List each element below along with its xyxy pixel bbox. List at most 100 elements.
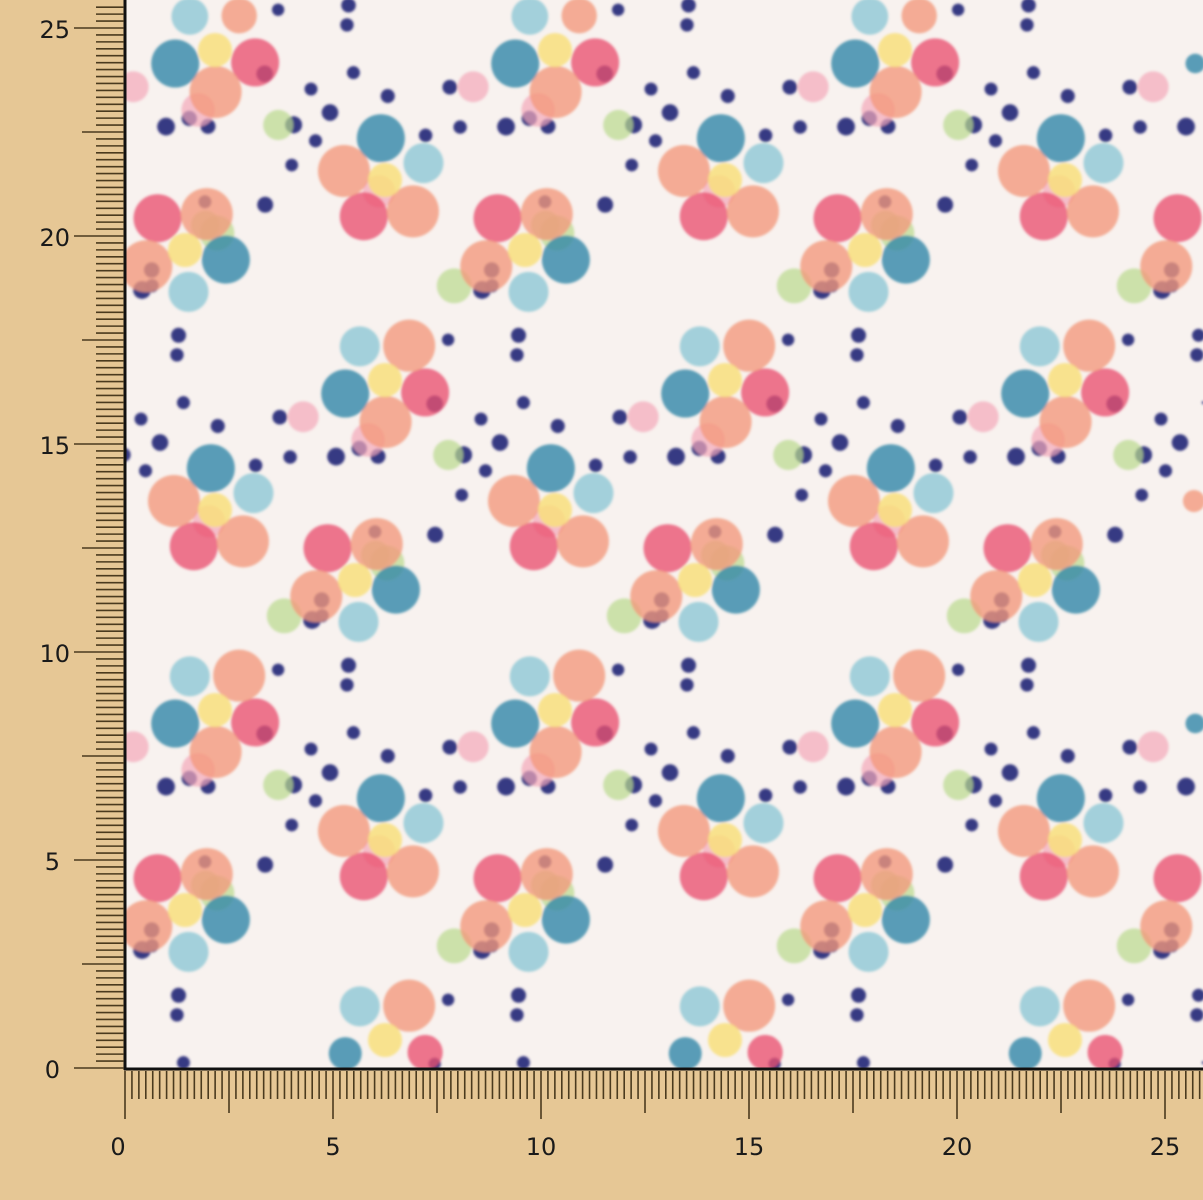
y-label: 10	[39, 640, 70, 668]
polka-dot	[1107, 526, 1124, 543]
petal-blot	[125, 240, 173, 293]
polka-dot	[1098, 788, 1113, 803]
petal-blot	[213, 649, 266, 702]
petal-blot	[1001, 369, 1050, 418]
polka-dot	[951, 3, 965, 16]
polka-dot	[989, 134, 1003, 148]
petal-blot	[168, 931, 209, 972]
pattern-tile	[170, 987, 190, 1068]
petal-blot	[678, 601, 719, 642]
pattern-tile	[457, 0, 812, 312]
polka-dot	[1121, 993, 1135, 1006]
polka-dot	[681, 657, 697, 673]
petal-blot	[1039, 395, 1092, 448]
petal-blot	[690, 518, 743, 571]
flower-center-blot	[198, 693, 232, 727]
petal-blot	[893, 649, 946, 702]
petal-blot	[386, 845, 439, 898]
petal-blot	[553, 649, 606, 702]
polka-dot	[680, 18, 694, 32]
petal-blot	[317, 145, 370, 198]
polka-dot	[1020, 678, 1034, 692]
polka-dot	[1190, 348, 1203, 362]
petal-blot	[970, 570, 1023, 623]
polka-dot	[442, 79, 458, 95]
polka-dot	[965, 818, 979, 832]
polka-dot	[984, 742, 998, 756]
pattern-tile	[627, 319, 982, 642]
petal-blot	[403, 143, 444, 184]
petal-blot	[201, 235, 250, 284]
polka-dot	[321, 104, 339, 121]
petal-blot	[849, 522, 898, 571]
petal-blot	[509, 522, 558, 571]
petal-blot	[186, 444, 235, 493]
polka-dot	[837, 777, 855, 796]
polka-dot	[1177, 777, 1195, 796]
polka-dot	[1133, 780, 1147, 794]
petal-blot	[723, 319, 776, 372]
polka-dot	[1113, 439, 1144, 471]
petal-blot	[813, 854, 862, 903]
polka-dot	[433, 439, 464, 471]
petal-blot	[339, 986, 380, 1027]
x-label: 20	[942, 1133, 973, 1161]
petal-blot	[460, 900, 513, 953]
polka-dot	[943, 769, 974, 801]
polka-dot	[511, 987, 527, 1003]
flower-center-blot	[368, 163, 402, 197]
polka-dot	[170, 1008, 184, 1022]
polka-dot	[831, 434, 849, 451]
petal-blot	[169, 656, 210, 697]
polka-dot	[661, 764, 679, 781]
petal-blot	[851, 0, 889, 35]
pattern-tile	[287, 319, 642, 642]
polka-dot	[984, 82, 998, 96]
petal-blot	[643, 524, 692, 573]
polka-dot	[341, 0, 356, 13]
flower-center-blot	[508, 893, 542, 927]
polka-dot	[612, 409, 628, 425]
flower-center-blot	[198, 493, 232, 527]
polka-dot	[1021, 0, 1036, 13]
petal-blot	[573, 473, 614, 514]
polka-dot	[1007, 447, 1025, 466]
polka-dot	[649, 134, 663, 148]
petal-blot	[1081, 368, 1130, 417]
polka-dot	[1135, 488, 1149, 502]
petal-blot	[221, 0, 257, 34]
polka-dot	[782, 79, 798, 95]
polka-dot	[850, 1008, 864, 1022]
petal-blot	[520, 188, 573, 241]
pattern-tile	[328, 979, 530, 1068]
petal-blot	[869, 65, 922, 118]
polka-dot	[1133, 120, 1147, 134]
polka-dot	[625, 818, 639, 832]
polka-dot	[457, 71, 489, 103]
petal-blot	[371, 565, 420, 614]
flower-center-blot	[168, 233, 202, 267]
flower-center-blot	[878, 493, 912, 527]
petal-blot	[866, 444, 915, 493]
polka-dot	[108, 279, 121, 292]
polka-dot	[767, 526, 784, 543]
y-label: 5	[45, 848, 60, 876]
petal-blot	[151, 39, 200, 88]
petal-blot	[726, 845, 779, 898]
petal-blot	[189, 725, 242, 778]
petal-blot	[743, 803, 784, 844]
petal-blot	[800, 240, 853, 293]
polka-dot	[1060, 89, 1075, 104]
polka-dot	[686, 726, 700, 740]
flower-center-blot	[678, 563, 712, 597]
pattern-tile	[125, 0, 472, 312]
petal-blot	[529, 725, 582, 778]
polka-dot	[125, 71, 149, 103]
petal-blot	[151, 699, 200, 748]
polka-dot	[661, 104, 679, 121]
petal-blot	[1153, 194, 1202, 243]
petal-blot	[848, 271, 889, 312]
polka-dot	[720, 89, 735, 104]
petal-blot	[1083, 803, 1124, 844]
